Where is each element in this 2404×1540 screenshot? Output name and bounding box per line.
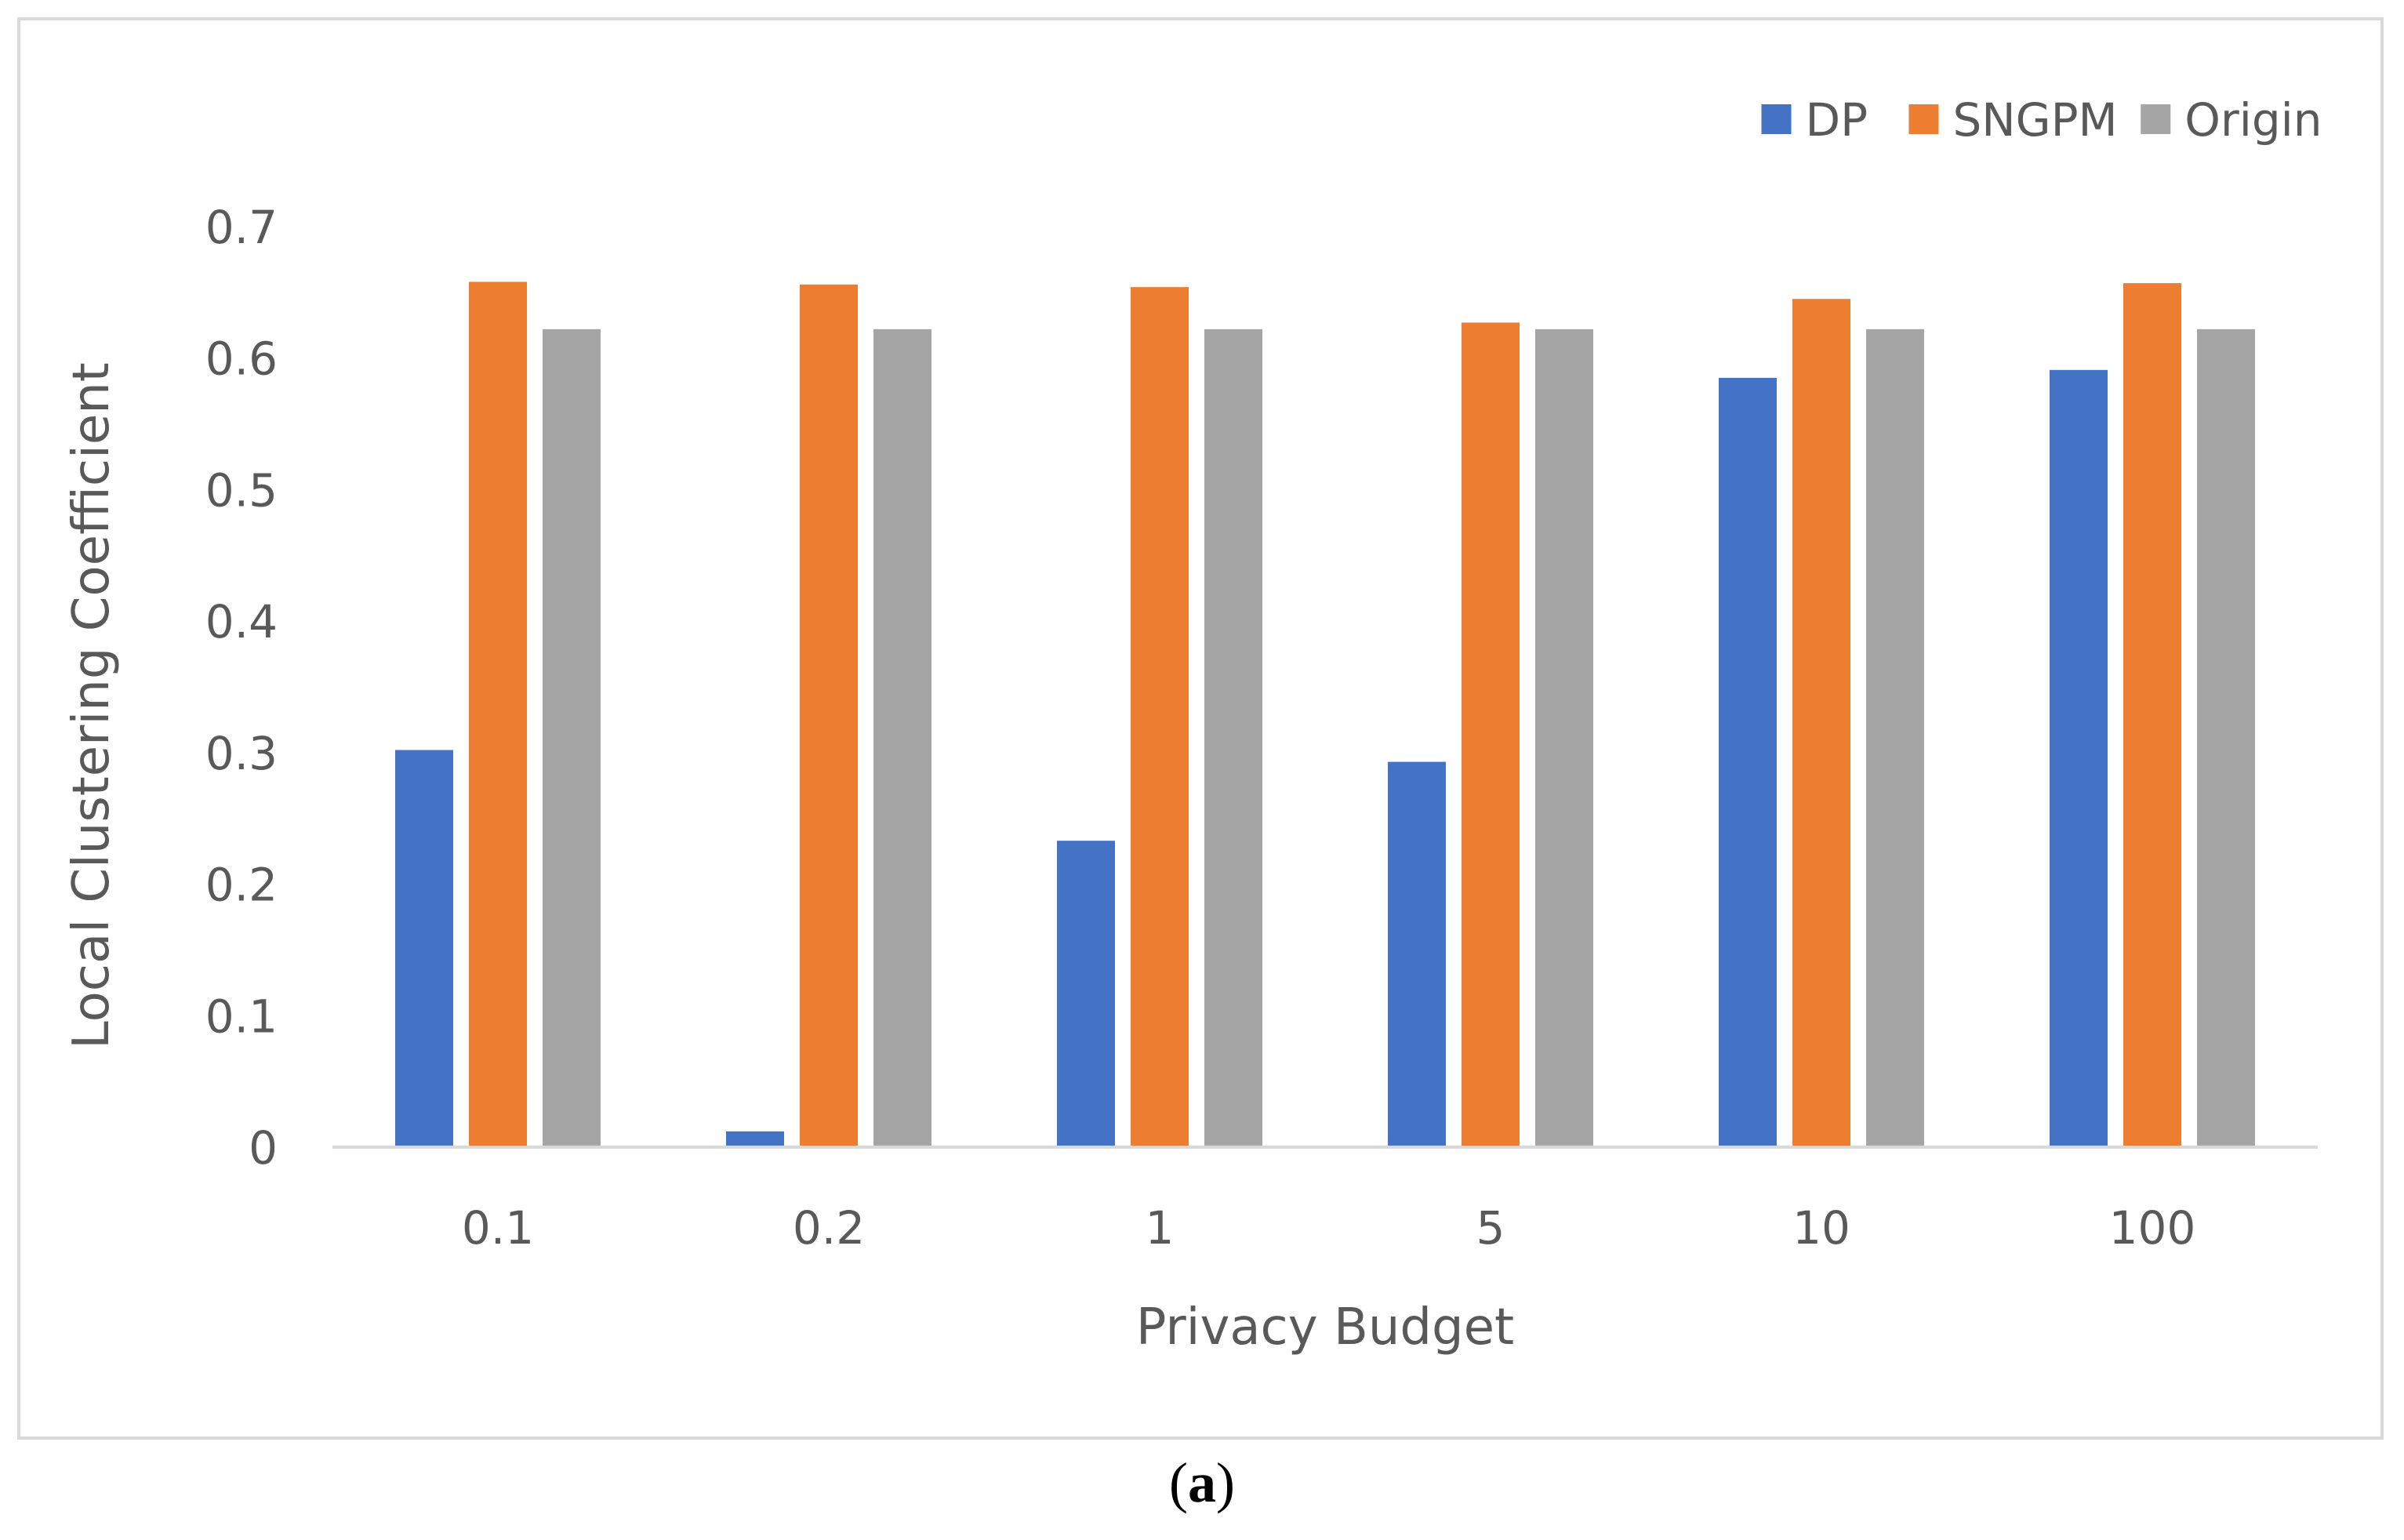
bar-sngpm-5	[1462, 322, 1520, 1148]
chart-frame: 0 0.1 0.2 0.3 0.4 0.5 0.6 0.7 0.1 0.2 1 5 10 100 Pri…	[17, 17, 2384, 1440]
bar-dp-1	[1057, 841, 1115, 1147]
bar-dp-10	[1719, 377, 1777, 1147]
bar-origin-5	[1535, 329, 1593, 1147]
legend-label: DP	[1806, 93, 1868, 147]
y-tick-label: 0.5	[205, 463, 278, 517]
legend-label: Origin	[2184, 93, 2322, 147]
legend-item-dp: DP	[1761, 93, 1868, 147]
panel-label: (a)	[0, 1451, 2404, 1516]
x-tick-label: 1	[1146, 1201, 1175, 1255]
bar-sngpm-0.1	[469, 281, 527, 1148]
panel-label-close: )	[1216, 1451, 1235, 1514]
y-tick-label: 0.4	[205, 595, 278, 648]
legend-swatch	[1908, 104, 1939, 134]
bar-chart: 0 0.1 0.2 0.3 0.4 0.5 0.6 0.7 0.1 0.2 1 5 10 100 Pri…	[63, 93, 2322, 1357]
legend-swatch	[2141, 104, 2171, 134]
bar-dp-5	[1388, 761, 1446, 1147]
bar-sngpm-10	[1792, 299, 1850, 1147]
x-tick-label: 10	[1792, 1201, 1850, 1255]
legend: DP SNGPM Origin	[1761, 93, 2322, 147]
x-axis-title: Privacy Budget	[1136, 1298, 1514, 1357]
bar-dp-0.2	[726, 1131, 784, 1147]
bar-sngpm-100	[2123, 283, 2181, 1147]
panel-label-open: (	[1169, 1451, 1188, 1514]
bar-sngpm-1	[1131, 287, 1189, 1147]
bar-origin-1	[1204, 329, 1262, 1147]
bar-origin-0.1	[543, 329, 601, 1147]
legend-swatch	[1761, 104, 1792, 134]
x-tick-label: 0.2	[793, 1201, 865, 1255]
bar-dp-0.1	[395, 750, 453, 1147]
legend-item-sngpm: SNGPM	[1908, 93, 2118, 147]
bar-origin-10	[1866, 329, 1924, 1147]
x-tick-label: 5	[1476, 1201, 1505, 1255]
bar-origin-0.2	[873, 329, 931, 1147]
y-axis-title: Local Clustering Coefficient	[63, 362, 121, 1049]
bar-dp-100	[2050, 369, 2108, 1147]
y-tick-label: 0.1	[205, 990, 278, 1043]
y-tick-labels: 0 0.1 0.2 0.3 0.4 0.5 0.6 0.7	[205, 201, 278, 1175]
bars-layer	[395, 281, 2255, 1148]
y-tick-label: 0	[249, 1121, 278, 1175]
y-tick-label: 0.3	[205, 727, 278, 780]
y-tick-label: 0.6	[205, 332, 278, 386]
x-tick-label: 100	[2109, 1201, 2196, 1255]
legend-label: SNGPM	[1952, 93, 2117, 147]
legend-item-origin: Origin	[2141, 93, 2322, 147]
bar-sngpm-0.2	[800, 284, 858, 1147]
y-tick-label: 0.7	[205, 201, 278, 254]
panel-label-letter: a	[1188, 1451, 1216, 1514]
x-tick-label: 0.1	[462, 1201, 534, 1255]
x-tick-labels: 0.1 0.2 1 5 10 100	[462, 1201, 2195, 1255]
y-tick-label: 0.2	[205, 859, 278, 912]
bar-origin-100	[2197, 329, 2255, 1147]
